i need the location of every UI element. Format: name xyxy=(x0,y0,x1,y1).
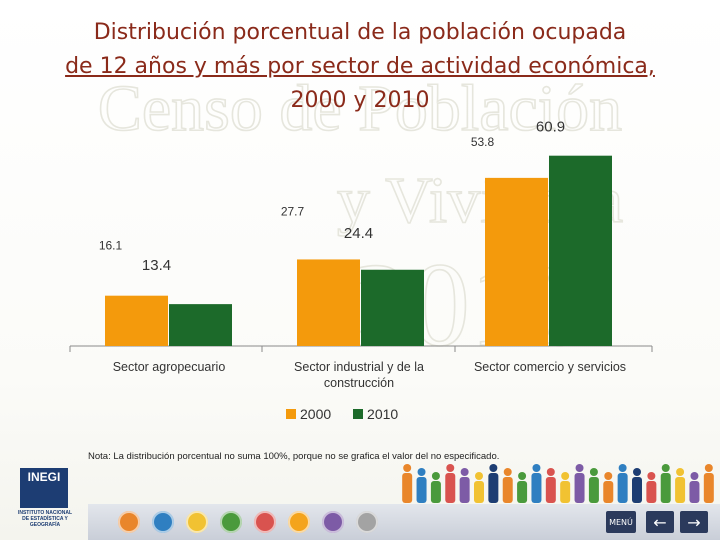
inegi-logo-text: INEGI xyxy=(27,470,61,484)
chart-legend: 2000 2010 xyxy=(286,406,416,422)
inegi-logo-mark: INEGI xyxy=(20,468,68,508)
person-icon xyxy=(660,473,671,503)
person-icon xyxy=(488,473,499,503)
person-icon xyxy=(459,477,470,503)
bar-2000-2 xyxy=(297,259,360,346)
legend-item-2000: 2000 xyxy=(286,406,331,422)
category-label-2: construcción xyxy=(324,376,394,390)
person-icon xyxy=(675,477,686,503)
chart-title: Distribución porcentual de la población … xyxy=(20,16,700,118)
bar-2000-3 xyxy=(485,177,548,346)
topic-icon-6[interactable] xyxy=(288,511,310,533)
person-icon xyxy=(561,472,570,480)
person-icon xyxy=(703,473,714,503)
inegi-logo-caption: INSTITUTO NACIONAL DE ESTADÍSTICA Y GEOG… xyxy=(12,510,78,528)
person-icon xyxy=(517,481,528,503)
arrow-right-icon: → xyxy=(687,512,701,532)
data-label-2010-2: 24.4 xyxy=(344,225,373,242)
category-label-1: Sector agropecuario xyxy=(113,360,226,374)
data-label-2000-3: 53.8 xyxy=(471,135,495,149)
person-icon xyxy=(676,468,685,476)
topic-icon-8[interactable] xyxy=(356,511,378,533)
next-button[interactable]: → xyxy=(680,511,708,533)
menu-button[interactable]: MENÚ xyxy=(606,511,636,533)
inegi-caption-line-1: INSTITUTO NACIONAL xyxy=(17,510,73,516)
legend-swatch-2000 xyxy=(286,409,296,419)
person-icon xyxy=(489,464,498,472)
bar-2000-1 xyxy=(105,295,168,346)
topic-icon-1[interactable] xyxy=(118,511,140,533)
person-icon xyxy=(618,464,627,472)
person-icon xyxy=(416,477,427,503)
topic-icon-4[interactable] xyxy=(220,511,242,533)
person-icon xyxy=(531,473,542,503)
person-icon xyxy=(431,472,440,480)
chart-note: Nota: La distribución porcentual no suma… xyxy=(88,451,500,462)
bar-2010-1 xyxy=(169,304,232,346)
inegi-caption-line-2: DE ESTADÍSTICA Y GEOGRAFÍA xyxy=(22,516,68,528)
person-icon xyxy=(403,464,412,472)
topic-icon-2[interactable] xyxy=(152,511,174,533)
person-icon xyxy=(575,464,584,472)
previous-button[interactable]: ← xyxy=(646,511,674,533)
person-icon xyxy=(689,481,700,503)
person-icon xyxy=(460,468,469,476)
menu-button-label: MENÚ xyxy=(609,517,633,527)
people-banner-icon xyxy=(402,464,714,503)
person-icon xyxy=(617,473,628,503)
person-icon xyxy=(474,481,484,503)
person-icon xyxy=(589,468,598,476)
data-label-2000-1: 16.1 xyxy=(99,239,123,253)
arrow-left-icon: ← xyxy=(653,512,667,532)
person-icon xyxy=(632,477,642,503)
person-icon xyxy=(647,472,656,480)
legend-item-2010: 2010 xyxy=(353,406,398,422)
person-icon xyxy=(417,468,426,476)
person-icon xyxy=(402,473,413,503)
data-label-2010-3: 60.9 xyxy=(536,119,565,136)
data-label-2000-2: 27.7 xyxy=(281,204,305,218)
legend-label-2000: 2000 xyxy=(300,406,332,422)
bar-2010-2 xyxy=(361,269,424,346)
person-icon xyxy=(445,473,456,503)
chart-title-line-1: Distribución porcentual de la población … xyxy=(93,20,627,45)
bar-2010-3 xyxy=(549,155,612,346)
person-icon xyxy=(446,464,455,472)
topic-icon-3[interactable] xyxy=(186,511,208,533)
person-icon xyxy=(502,477,513,503)
person-icon xyxy=(646,481,657,503)
person-icon xyxy=(588,477,599,503)
person-icon xyxy=(560,481,571,503)
topic-icon-5[interactable] xyxy=(254,511,276,533)
legend-swatch-2010 xyxy=(353,409,364,419)
person-icon xyxy=(545,477,556,503)
person-icon xyxy=(475,472,483,480)
person-icon xyxy=(704,464,713,472)
person-icon xyxy=(603,481,614,503)
category-label-3: Sector comercio y servicios xyxy=(474,360,626,374)
person-icon xyxy=(661,464,670,472)
chart-title-line-3: 2000 y 2010 xyxy=(290,88,430,113)
person-icon xyxy=(430,481,441,503)
inegi-logo: INEGI INSTITUTO NACIONAL DE ESTADÍSTICA … xyxy=(12,468,78,528)
person-icon xyxy=(574,473,585,503)
person-icon xyxy=(633,468,641,476)
category-label-2: Sector industrial y de la xyxy=(294,360,424,374)
person-icon xyxy=(532,464,541,472)
data-label-2010-1: 13.4 xyxy=(142,257,171,274)
person-icon xyxy=(690,472,699,480)
person-icon xyxy=(546,468,555,476)
person-icon xyxy=(503,468,512,476)
topic-icon-7[interactable] xyxy=(322,511,344,533)
chart-title-line-2: de 12 años y más por sector de actividad… xyxy=(65,54,655,79)
person-icon xyxy=(604,472,613,480)
legend-label-2010: 2010 xyxy=(367,406,399,422)
person-icon xyxy=(518,472,527,480)
